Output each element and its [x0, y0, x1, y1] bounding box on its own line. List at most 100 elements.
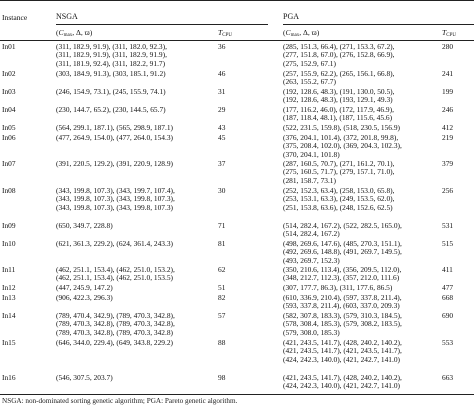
pga-solutions-line: (287, 160.5, 70.7), (271, 161.2, 70.1),: [283, 159, 395, 168]
nsga-tcpu-cell: 88: [218, 338, 226, 347]
header-nsga-tcpu: TCPU: [218, 28, 232, 40]
pga-group-rule: [283, 24, 474, 25]
pga-solutions-line: (253, 153.1, 63.3), (249, 153.5, 62.0),: [283, 194, 395, 204]
nsga-solutions: (447, 245.9, 147.2): [56, 283, 113, 292]
nsga-solutions: (621, 361.3, 229.2), (624, 361.4, 243.3): [56, 239, 173, 248]
pga-solutions: (498, 269.6, 147.6), (485, 270.3, 151.1)…: [283, 239, 402, 265]
nsga-tcpu-cell: 43: [218, 123, 226, 132]
tuple-c: C: [58, 28, 64, 37]
nsga-tcpu-cell: 29: [218, 105, 226, 114]
pga-solutions-line: (192, 128.6, 48.3), (191, 130.0, 50.5),: [283, 87, 395, 96]
pga-solutions-line: (177, 116.2, 46.0), (172, 117.9, 46.9),: [283, 105, 394, 114]
nsga-solutions-line: (343, 199.8, 107.3), (343, 199.7, 107.4)…: [56, 186, 175, 195]
pga-tcpu-cell: 379: [442, 159, 454, 168]
pga-solutions-line: (421, 243.5, 141.7), (428, 240.2, 140.2)…: [283, 373, 402, 382]
nsga-tcpu-cell: 37: [218, 159, 226, 168]
pga-solutions-line: (514, 282.4, 167.2), (522, 282.5, 165.0)…: [283, 221, 402, 230]
header-pga-tcpu: TCPU: [442, 28, 456, 40]
nsga-tcpu-cell: 30: [218, 186, 226, 195]
pga-solutions-line: (424, 242.3, 140.0), (421, 242.7, 141.0): [283, 381, 401, 391]
header-pga-tuple: (Cmax, Δ, ϖ): [283, 28, 319, 40]
pga-tcpu-cell: 690: [442, 311, 454, 320]
pga-solutions-line: (375, 208.4, 102.0), (369, 204.3, 102.3)…: [283, 141, 402, 151]
nsga-tcpu-cell: 36: [218, 42, 226, 51]
nsga-tcpu-cell: 98: [218, 373, 226, 382]
instance-cell: In08: [2, 186, 16, 195]
instance-cell: In04: [2, 105, 16, 114]
t-main: T: [442, 28, 447, 37]
nsga-group-rule: [56, 24, 268, 25]
nsga-solutions-line: (303, 184.9, 91.3), (303, 185.1, 91.2): [56, 69, 166, 78]
pga-tcpu-cell: 411: [442, 265, 453, 274]
pga-tcpu-cell: 241: [442, 69, 454, 78]
pga-solutions-line: (522, 231.5, 159.8), (518, 230.5, 156.9): [283, 123, 401, 132]
pga-solutions: (307, 177.7, 86.3), (311, 177.6, 86.5): [283, 283, 392, 292]
nsga-solutions-line: (646, 344.0, 229.4), (649, 343.8, 229.2): [56, 338, 174, 347]
nsga-tcpu-cell: 81: [218, 239, 226, 248]
nsga-tcpu-cell: 51: [218, 283, 226, 292]
pga-solutions: (285, 151.3, 66.4), (271, 153.3, 67.2),(…: [283, 42, 395, 68]
nsga-solutions: (230, 144.7, 65.2), (230, 144.5, 65.7): [56, 105, 166, 114]
nsga-tcpu-cell: 46: [218, 69, 226, 78]
nsga-solutions-line: (650, 349.7, 228.8): [56, 221, 113, 230]
pga-solutions-line: (275, 160.5, 71.7), (279, 157.1, 71.0),: [283, 167, 395, 177]
t-main: T: [218, 28, 223, 37]
instance-cell: In15: [2, 338, 16, 347]
nsga-solutions: (391, 220.5, 129.2), (391, 220.9, 128.9): [56, 159, 174, 168]
pga-solutions-line: (187, 118.4, 48.1), (187, 115.6, 45.6): [283, 113, 393, 123]
nsga-solutions-line: (447, 245.9, 147.2): [56, 283, 113, 292]
pga-solutions: (192, 128.6, 48.3), (191, 130.0, 50.5),(…: [283, 87, 395, 105]
nsga-solutions-line: (343, 199.8, 107.3), (343, 199.8, 107.3)…: [56, 194, 175, 204]
pga-tcpu-cell: 663: [442, 373, 454, 382]
footnote: NSGA: non-dominated sorting genetic algo…: [2, 397, 238, 405]
pga-solutions-line: (514, 282.4, 167.2): [283, 229, 340, 239]
nsga-tcpu-cell: 45: [218, 133, 226, 142]
pga-tcpu-cell: 199: [442, 87, 454, 96]
nsga-solutions-line: (789, 470.4, 342.9), (789, 470.3, 342.8)…: [56, 311, 175, 320]
pga-solutions-line: (277, 151.8, 67.0), (276, 152.8, 66.9),: [283, 50, 395, 60]
pga-solutions: (522, 231.5, 159.8), (518, 230.5, 156.9): [283, 123, 401, 132]
nsga-solutions-line: (789, 470.3, 342.8), (789, 470.3, 342.8)…: [56, 319, 175, 329]
pga-solutions-line: (421, 243.5, 141.7), (428, 240.2, 140.2)…: [283, 338, 402, 347]
t-sub: CPU: [222, 33, 232, 38]
nsga-solutions-line: (230, 144.7, 65.2), (230, 144.5, 65.7): [56, 105, 166, 114]
pga-solutions: (514, 282.4, 167.2), (522, 282.5, 165.0)…: [283, 221, 402, 239]
instance-cell: In16: [2, 373, 16, 382]
pga-tcpu-cell: 668: [442, 293, 454, 302]
nsga-solutions-line: (462, 251.1, 153.4), (462, 251.0, 153.2)…: [56, 265, 175, 274]
nsga-solutions: (564, 299.1, 187.1), (565, 298.9, 187.1): [56, 123, 173, 132]
pga-solutions-line: (275, 152.9, 67.1): [283, 58, 336, 68]
nsga-solutions: (546, 307.5, 203.7): [56, 373, 113, 382]
pga-solutions-line: (493, 269.7, 152.3): [283, 255, 340, 265]
pga-tcpu-cell: 515: [442, 239, 454, 248]
nsga-solutions-line: (462, 251.1, 153.4), (462, 251.0, 153.5): [56, 273, 174, 283]
instance-cell: In09: [2, 221, 16, 230]
pga-solutions-line: (492, 269.6, 148.8), (491, 269.7, 149.5)…: [283, 247, 402, 257]
tuple-c-sub: max: [63, 33, 73, 38]
pga-tcpu-cell: 477: [442, 283, 454, 292]
pga-solutions: (350, 210.6, 113.4), (356, 209.5, 112.0)…: [283, 265, 401, 283]
nsga-tcpu-cell: 71: [218, 221, 226, 230]
pga-solutions-line: (192, 128.6, 48.3), (193, 129.1, 49.3): [283, 95, 393, 105]
header-nsga-tuple: (Cmax, Δ, ϖ): [56, 28, 92, 40]
nsga-solutions-line: (311, 182.9, 91.9), (311, 182.0, 92.3),: [56, 42, 167, 51]
pga-solutions-line: (376, 204.1, 101.4), (372, 201.8, 99.8),: [283, 133, 399, 142]
nsga-solutions: (303, 184.9, 91.3), (303, 185.1, 91.2): [56, 69, 166, 78]
instance-cell: In10: [2, 239, 16, 248]
pga-solutions-line: (257, 155.9, 62.2), (265, 156.1, 66.8),: [283, 69, 395, 78]
nsga-solutions-line: (391, 220.5, 129.2), (391, 220.9, 128.9): [56, 159, 174, 168]
header-nsga: NSGA: [56, 12, 78, 21]
nsga-solutions: (462, 251.1, 153.4), (462, 251.0, 153.2)…: [56, 265, 175, 283]
pga-solutions: (421, 243.5, 141.7), (428, 240.2, 140.2)…: [283, 373, 402, 391]
tuple-rest: , Δ, ϖ): [72, 28, 93, 37]
header-rule: [0, 40, 474, 41]
instance-cell: In02: [2, 69, 16, 78]
pga-solutions-line: (348, 212.7, 112.3), (357, 212.0, 111.6): [283, 273, 400, 283]
tuple-open: (: [56, 28, 59, 37]
nsga-solutions: (646, 344.0, 229.4), (649, 343.8, 229.2): [56, 338, 174, 347]
pga-tcpu-cell: 531: [442, 221, 454, 230]
pga-tcpu-cell: 280: [442, 42, 454, 51]
pga-solutions-line: (251, 153.8, 63.6), (248, 152.6, 62.5): [283, 202, 393, 212]
pga-solutions: (257, 155.9, 62.2), (265, 156.1, 66.8),(…: [283, 69, 395, 87]
pga-solutions: (610, 336.9, 210.4), (597, 337.8, 211.4)…: [283, 293, 402, 311]
